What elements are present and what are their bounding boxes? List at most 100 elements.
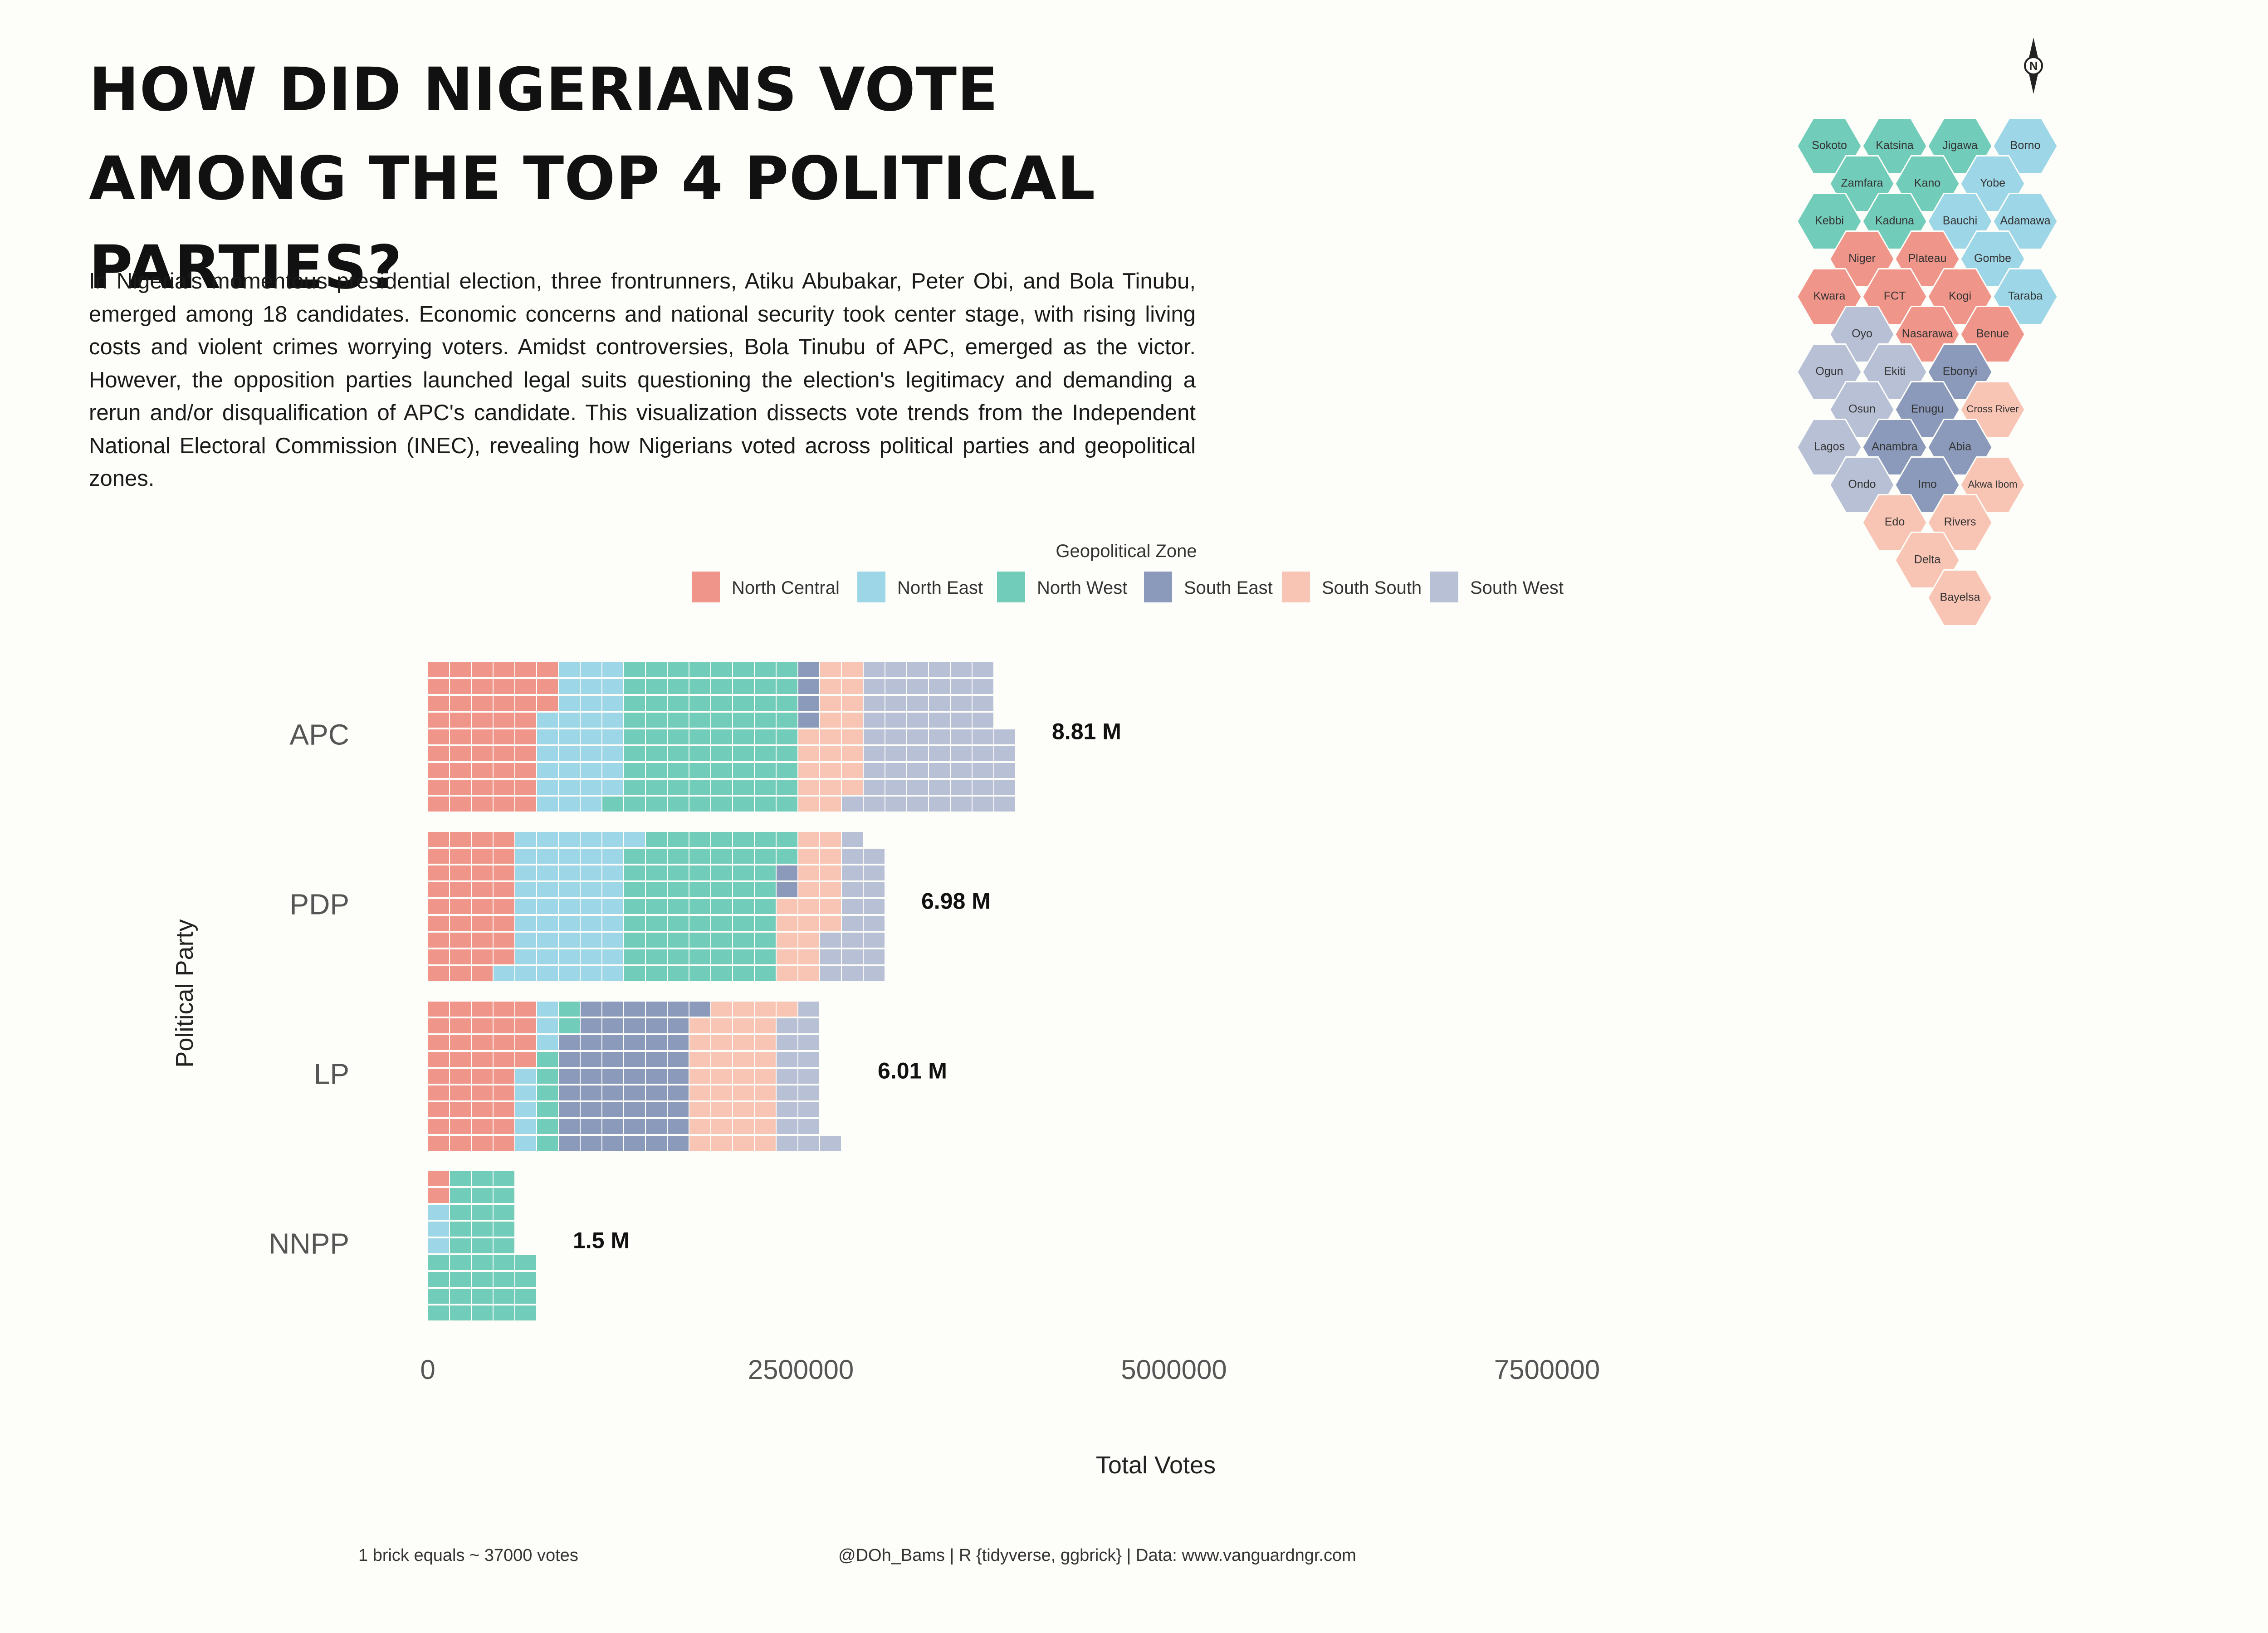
brick-north-east: [581, 746, 601, 761]
brick-north-central: [428, 966, 449, 981]
brick-north-central: [428, 1035, 449, 1050]
brick-north-central: [428, 949, 449, 964]
brick-north-west: [537, 1136, 558, 1151]
brick-north-east: [537, 713, 558, 728]
brick-south-east: [624, 1119, 645, 1134]
brick-north-central: [494, 1002, 514, 1017]
brick-north-central: [428, 899, 449, 914]
brick-south-south: [798, 966, 819, 981]
state-label: Kaduna: [1875, 215, 1914, 227]
brick-north-central: [472, 1102, 493, 1117]
brick-north-central: [428, 662, 449, 677]
description: In Nigeria's momentous presidential elec…: [89, 269, 1196, 491]
brick-north-west: [733, 832, 754, 847]
brick-south-west: [777, 1119, 797, 1134]
brick-north-west: [689, 713, 710, 728]
brick-north-west: [777, 729, 797, 744]
brick-south-east: [668, 1052, 689, 1067]
brick-south-west: [885, 696, 906, 711]
brick-north-west: [450, 1171, 471, 1186]
brick-north-west: [733, 679, 754, 694]
brick-north-central: [472, 1035, 493, 1050]
brick-north-central: [494, 916, 514, 931]
brick-north-west: [668, 933, 689, 948]
brick-north-west: [515, 1255, 536, 1270]
legend: North Central North East North West South E…: [692, 572, 1564, 602]
brick-north-west: [450, 1188, 471, 1203]
brick-north-central: [450, 1035, 471, 1050]
brick-south-south: [798, 780, 819, 795]
brick-north-west: [733, 713, 754, 728]
brick-north-west: [494, 1255, 514, 1270]
state-label: Ondo: [1848, 478, 1876, 491]
brick-south-west: [929, 797, 950, 812]
brick-north-central: [515, 1002, 536, 1017]
brick-south-south: [798, 832, 819, 847]
brick-north-west: [777, 763, 797, 778]
brick-south-south: [820, 679, 841, 694]
legend-swatch: [1430, 572, 1458, 602]
state-label: Kano: [1914, 177, 1941, 190]
brick-south-south: [689, 1085, 710, 1100]
legend-label: South East: [1184, 578, 1273, 598]
brick-north-east: [494, 966, 514, 981]
brick-north-central: [450, 1102, 471, 1117]
brick-south-south: [711, 1052, 732, 1067]
state-label: Zamfara: [1841, 177, 1883, 190]
brick-north-west: [755, 949, 776, 964]
brick-south-south: [755, 1102, 776, 1117]
brick-north-west: [624, 882, 645, 897]
brick-north-west: [689, 933, 710, 948]
brick-north-west: [646, 933, 667, 948]
brick-north-west: [646, 966, 667, 981]
brick-north-west: [494, 1272, 514, 1287]
brick-north-west: [646, 662, 667, 677]
brick-north-central: [428, 1018, 449, 1033]
brick-south-south: [711, 1119, 732, 1134]
brick-north-west: [646, 780, 667, 795]
state-label: Ebonyi: [1943, 365, 1977, 378]
brick-north-central: [472, 763, 493, 778]
brick-south-west: [864, 696, 885, 711]
brick-north-west: [646, 882, 667, 897]
brick-north-central: [428, 696, 449, 711]
brick-north-west: [777, 662, 797, 677]
brick-north-west: [755, 882, 776, 897]
brick-south-east: [646, 1102, 667, 1117]
total-labels: 8.81 M 6.98 M 6.01 M 1.5 M: [573, 719, 1121, 1253]
x-tick-labels: 0 2500000 5000000 7500000: [420, 1354, 1600, 1385]
brick-north-central: [515, 1018, 536, 1033]
brick-south-west: [777, 1018, 797, 1033]
bar-apc: [428, 662, 1015, 812]
brick-south-west: [951, 696, 972, 711]
brick-north-central: [537, 662, 558, 677]
brick-north-central: [494, 713, 514, 728]
brick-north-west: [711, 679, 732, 694]
brick-south-west: [864, 949, 885, 964]
brick-south-west: [777, 1069, 797, 1084]
brick-north-central: [494, 662, 514, 677]
brick-south-east: [559, 1035, 580, 1050]
brick-north-east: [515, 916, 536, 931]
brick-north-central: [450, 849, 471, 864]
brick-north-east: [559, 832, 580, 847]
brick-south-west: [951, 729, 972, 744]
brick-north-west: [733, 966, 754, 981]
brick-south-west: [864, 865, 885, 880]
brick-north-west: [755, 679, 776, 694]
brick-north-west: [624, 916, 645, 931]
brick-south-west: [994, 797, 1015, 812]
brick-south-east: [602, 1085, 623, 1100]
brick-north-east: [537, 933, 558, 948]
brick-north-west: [711, 933, 732, 948]
brick-south-east: [689, 1002, 710, 1017]
brick-north-east: [602, 949, 623, 964]
brick-north-west: [711, 949, 732, 964]
brick-north-west: [668, 882, 689, 897]
brick-north-east: [581, 763, 601, 778]
party-label-nnpp: NNPP: [269, 1227, 349, 1260]
brick-north-west: [450, 1289, 471, 1304]
brick-north-central: [537, 679, 558, 694]
brick-north-west: [646, 899, 667, 914]
brick-north-west: [537, 1069, 558, 1084]
